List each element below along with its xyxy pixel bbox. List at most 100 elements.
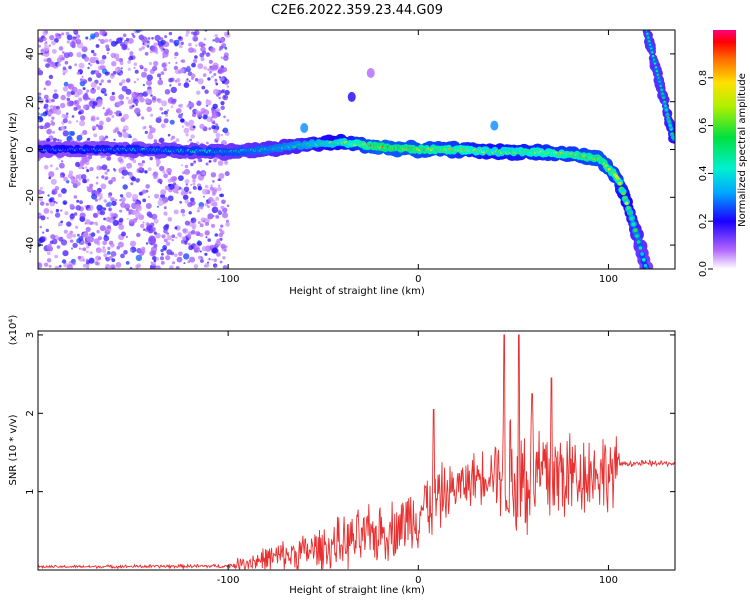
noise-speck xyxy=(179,118,185,123)
noise-speck xyxy=(162,56,165,59)
noise-speck xyxy=(136,232,141,238)
noise-speck xyxy=(133,98,139,105)
noise-speck xyxy=(146,223,151,227)
ridge-core xyxy=(646,32,649,35)
ridge-mid xyxy=(657,78,663,83)
snr-xlabel: Height of straight line (km) xyxy=(289,585,425,596)
noise-speck xyxy=(176,256,183,263)
noise-speck xyxy=(122,184,128,190)
noise-speck xyxy=(123,250,128,255)
noise-speck xyxy=(164,185,170,191)
noise-speck xyxy=(89,251,93,255)
noise-speck xyxy=(110,251,117,257)
noise-speck xyxy=(69,230,74,235)
noise-speck xyxy=(74,212,78,216)
noise-speck xyxy=(122,203,126,207)
noise-speck xyxy=(79,216,85,222)
noise-speck xyxy=(183,253,190,260)
ridge-core xyxy=(630,216,634,221)
noise-speck xyxy=(214,207,219,211)
noise-speck xyxy=(125,235,128,238)
noise-speck xyxy=(38,37,44,43)
noise-speck xyxy=(146,74,153,81)
noise-speck xyxy=(213,128,218,134)
noise-speck xyxy=(60,125,66,131)
noise-speck xyxy=(153,243,158,248)
noise-speck xyxy=(138,166,143,171)
noise-speck xyxy=(222,256,226,260)
noise-speck xyxy=(161,234,166,239)
noise-speck xyxy=(189,107,192,110)
noise-speck xyxy=(180,208,186,214)
noise-speck xyxy=(94,261,99,266)
noise-speck xyxy=(108,217,114,223)
noise-speck xyxy=(89,167,94,172)
noise-speck xyxy=(50,164,53,168)
ridge-core xyxy=(631,222,636,227)
noise-speck xyxy=(215,123,219,127)
noise-speck xyxy=(157,98,163,104)
noise-speck xyxy=(211,258,214,261)
noise-speck xyxy=(67,84,72,88)
ridge-core xyxy=(665,108,668,111)
ridge-core xyxy=(670,128,673,131)
noise-speck xyxy=(211,125,216,130)
noise-speck xyxy=(203,37,207,41)
noise-speck xyxy=(50,178,57,185)
noise-speck xyxy=(179,187,182,190)
noise-speck xyxy=(107,246,111,250)
noise-speck xyxy=(56,57,63,63)
noise-speck xyxy=(214,34,218,38)
noise-speck xyxy=(153,231,157,235)
noise-speck xyxy=(194,78,199,82)
noise-speck xyxy=(140,64,144,68)
noise-speck xyxy=(160,71,165,75)
noise-speck xyxy=(46,244,53,250)
noise-speck xyxy=(162,51,169,58)
noise-speck xyxy=(49,34,55,41)
noise-speck xyxy=(193,264,199,269)
noise-speck xyxy=(149,127,156,134)
noise-speck xyxy=(190,200,196,206)
noise-speck xyxy=(188,191,192,194)
noise-speck xyxy=(101,88,105,92)
noise-speck xyxy=(122,166,127,171)
noise-speck xyxy=(65,31,70,36)
noise-speck xyxy=(60,174,64,178)
noise-speck xyxy=(167,195,174,202)
noise-speck xyxy=(188,80,191,83)
noise-speck xyxy=(191,218,194,221)
noise-speck xyxy=(91,49,95,54)
noise-speck xyxy=(151,261,156,267)
noise-speck xyxy=(59,162,65,169)
noise-speck xyxy=(52,137,57,142)
noise-speck xyxy=(187,101,195,109)
noise-speck xyxy=(99,210,106,216)
noise-speck xyxy=(213,73,217,76)
noise-speck xyxy=(193,160,196,163)
noise-speck xyxy=(200,259,204,263)
noise-speck xyxy=(198,41,204,47)
noise-speck xyxy=(88,62,91,65)
ridge-mid xyxy=(658,82,663,87)
noise-speck xyxy=(108,194,112,199)
colorbar-tick-label: 0.2 xyxy=(698,213,709,229)
noise-speck xyxy=(75,205,81,211)
ridge-core xyxy=(642,258,646,262)
noise-speck xyxy=(220,105,225,111)
noise-speck xyxy=(146,45,150,48)
noise-speck xyxy=(169,38,174,43)
noise-speck xyxy=(76,199,80,203)
noise-speck xyxy=(163,67,167,72)
ridge-core xyxy=(653,62,657,65)
noise-speck xyxy=(203,195,205,198)
ridge-core xyxy=(643,263,648,268)
noise-speck xyxy=(203,66,208,70)
noise-speck xyxy=(135,103,138,107)
noise-speck xyxy=(192,182,196,186)
noise-speck xyxy=(87,242,92,247)
noise-speck xyxy=(126,162,133,169)
ridge-core xyxy=(618,181,622,186)
colorbar-ticks: 0.0 0.2 0.4 0.6 0.8 xyxy=(698,70,713,277)
noise-speck xyxy=(199,250,202,253)
